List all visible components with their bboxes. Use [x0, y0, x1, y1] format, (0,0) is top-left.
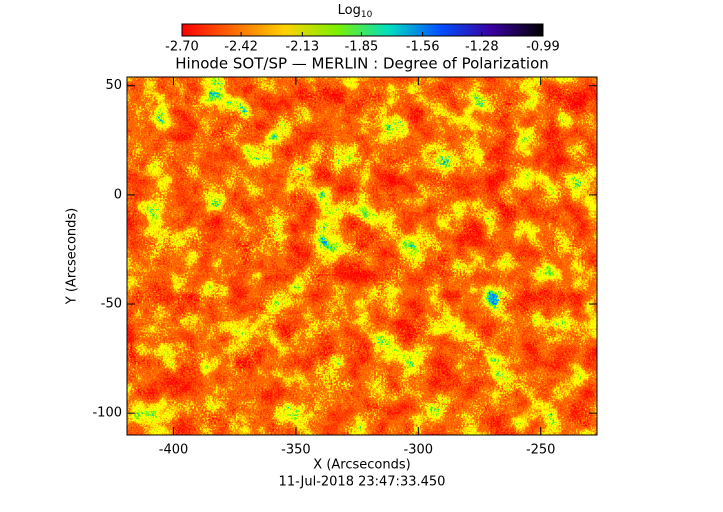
colorbar-label-base: Log — [338, 3, 361, 18]
colorbar-tick-label: -1.28 — [465, 40, 499, 55]
colorbar-label: Log10 — [338, 3, 373, 20]
plot-frame — [126, 76, 598, 436]
colorbar-tick-label: -0.99 — [526, 40, 560, 55]
x-tick-label: -300 — [404, 443, 434, 458]
polarization-map — [127, 77, 597, 435]
colorbar-tick-label: -2.13 — [286, 40, 320, 55]
timestamp: 11-Jul-2018 23:47:33.450 — [279, 475, 446, 490]
colorbar-tick-label: -2.42 — [224, 40, 258, 55]
colorbar — [181, 23, 544, 37]
x-tick-label: -350 — [281, 443, 311, 458]
chart-title: Hinode SOT/SP — MERLIN : Degree of Polar… — [175, 55, 549, 73]
y-tick-label: -50 — [101, 297, 122, 312]
colorbar-tick-label: -1.85 — [345, 40, 379, 55]
x-tick-label: -400 — [159, 443, 189, 458]
colorbar-tick-label: -1.56 — [406, 40, 440, 55]
colorbar-label-subscript: 10 — [361, 10, 373, 20]
x-tick-label: -250 — [526, 443, 556, 458]
y-tick-label: 0 — [114, 187, 122, 202]
y-axis-label: Y (Arcseconds) — [65, 208, 80, 305]
y-tick-label: 50 — [105, 78, 122, 93]
y-tick-label: -100 — [92, 406, 122, 421]
x-axis-label: X (Arcseconds) — [313, 458, 410, 473]
colorbar-tick-label: -2.70 — [165, 40, 199, 55]
